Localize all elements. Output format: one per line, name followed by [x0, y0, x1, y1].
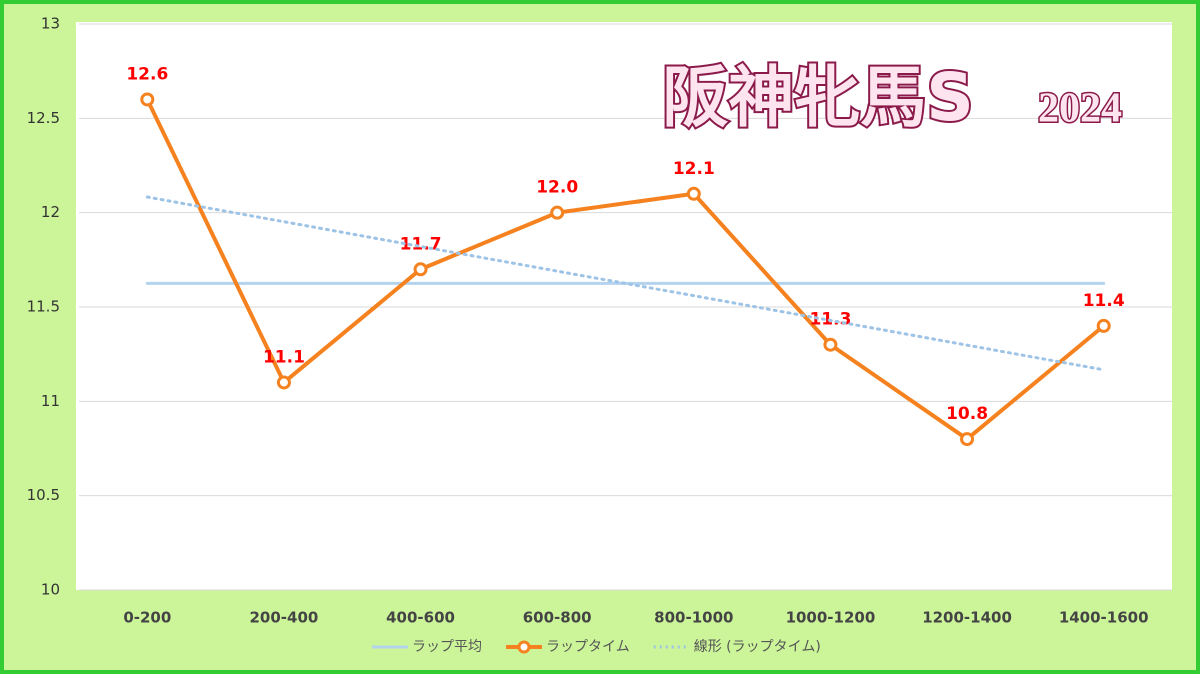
data-point: [960, 432, 975, 447]
series-line: [145, 97, 1106, 442]
data-point: [823, 337, 838, 352]
chart-subtitle: 2024: [1038, 86, 1122, 132]
legend-label: 線形 (ラップタイム): [694, 639, 821, 655]
y-tick-label: 12.5: [27, 109, 60, 127]
x-tick-label: 200-400: [250, 609, 319, 627]
plot-area: [76, 22, 1172, 590]
data-point: [140, 92, 155, 107]
x-tick-label: 1200-1400: [922, 609, 1012, 627]
x-tick-label: 400-600: [386, 609, 455, 627]
data-point: [413, 262, 428, 277]
x-tick-label: 800-1000: [654, 609, 733, 627]
x-tick-label: 1000-1200: [786, 609, 876, 627]
y-tick-label: 10: [41, 581, 60, 599]
data-point: [550, 205, 565, 220]
data-point: [276, 375, 291, 390]
x-tick-label: 1400-1600: [1059, 609, 1149, 627]
data-point: [686, 186, 701, 201]
data-label: 12.6: [126, 64, 168, 84]
series-line: [145, 195, 1106, 372]
data-label: 11.4: [1083, 291, 1125, 311]
x-tick-label: 0-200: [123, 609, 171, 627]
data-label: 11.7: [400, 234, 442, 254]
y-tick-label: 13: [41, 15, 60, 33]
y-tick-label: 10.5: [27, 486, 60, 504]
data-point: [1096, 318, 1111, 333]
legend-label: ラップ平均: [412, 639, 482, 655]
x-tick-label: 600-800: [523, 609, 592, 627]
y-tick-label: 12: [41, 203, 60, 221]
chart-title: 阪神牝馬S: [662, 59, 974, 136]
legend-marker: [517, 640, 531, 654]
data-label: 12.1: [673, 159, 715, 179]
y-tick-label: 11: [41, 392, 60, 410]
y-tick-label: 11.5: [27, 298, 60, 316]
data-label: 12.0: [536, 178, 578, 198]
data-label: 10.8: [946, 404, 988, 424]
legend-label: ラップタイム: [546, 639, 630, 655]
data-label: 11.1: [263, 347, 305, 367]
